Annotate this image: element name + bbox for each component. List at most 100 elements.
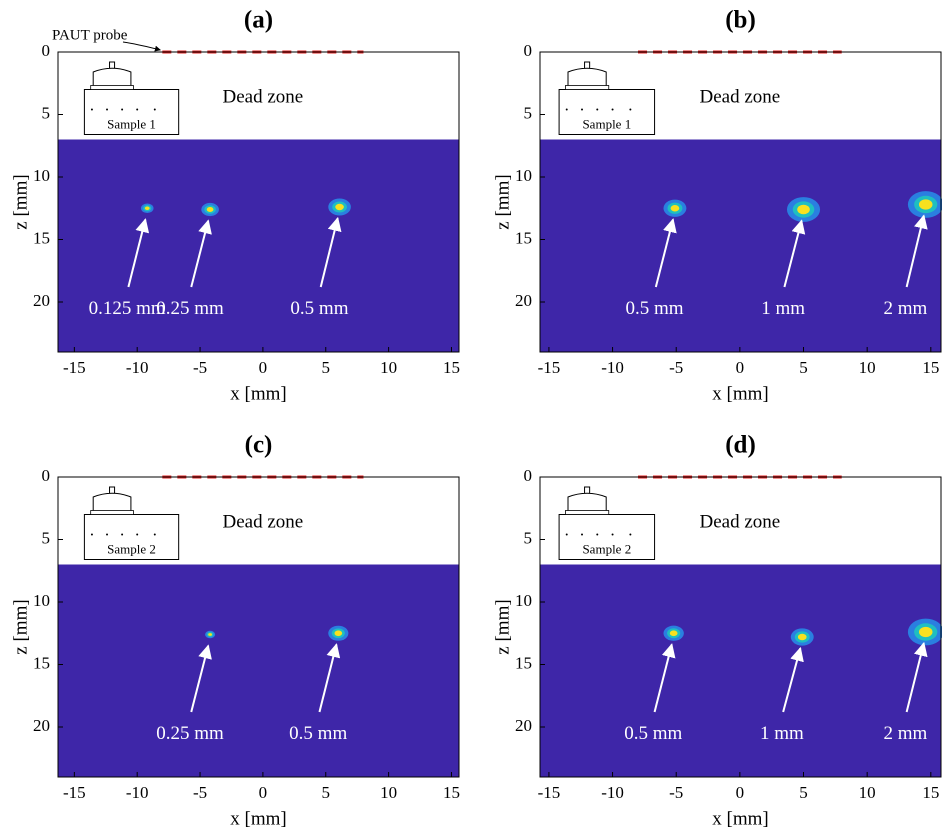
inset-hole xyxy=(566,534,568,536)
panel-title: (c) xyxy=(245,432,273,459)
y-tick-label: 10 xyxy=(515,166,532,185)
probe-base xyxy=(91,86,134,90)
defect-label: 0.5 mm xyxy=(290,298,348,319)
x-tick-label: 5 xyxy=(799,358,808,377)
x-tick-label: 0 xyxy=(259,783,268,802)
inset-hole xyxy=(629,109,631,111)
x-tick-label: 10 xyxy=(380,358,397,377)
probe-base xyxy=(565,511,608,515)
y-tick-label: 0 xyxy=(42,41,51,60)
defect-level xyxy=(797,205,810,214)
dead-zone-label: Dead zone xyxy=(700,512,781,533)
x-axis-label: x [mm] xyxy=(230,808,286,829)
x-tick-label: -5 xyxy=(669,358,683,377)
inset-hole xyxy=(581,534,583,536)
panel-title: (b) xyxy=(725,7,756,34)
inset-label: Sample 1 xyxy=(107,117,156,132)
defect-label: 2 mm xyxy=(883,298,927,319)
defect xyxy=(663,626,683,641)
y-axis-label: z [mm] xyxy=(492,174,513,229)
x-tick-label: -15 xyxy=(538,358,561,377)
y-tick-label: 5 xyxy=(42,528,51,547)
field xyxy=(540,565,941,778)
defect xyxy=(141,204,154,213)
inset-hole xyxy=(154,534,156,536)
defect xyxy=(791,628,814,645)
field xyxy=(58,565,459,778)
x-tick-label: -5 xyxy=(193,358,207,377)
x-axis-label: x [mm] xyxy=(230,383,286,404)
y-tick-label: 15 xyxy=(33,653,50,672)
x-tick-label: 10 xyxy=(380,783,397,802)
defect-label: 1 mm xyxy=(760,723,804,744)
y-tick-label: 5 xyxy=(524,103,533,122)
defect-label: 0.5 mm xyxy=(289,723,347,744)
x-tick-label: -10 xyxy=(601,783,624,802)
y-tick-label: 0 xyxy=(524,466,533,485)
y-axis-label: z [mm] xyxy=(10,174,31,229)
y-tick-label: 20 xyxy=(33,716,50,735)
defect-label: 1 mm xyxy=(761,298,805,319)
x-tick-label: 10 xyxy=(859,358,876,377)
defect-level xyxy=(335,630,343,636)
inset-hole xyxy=(154,109,156,111)
y-tick-label: 15 xyxy=(33,228,50,247)
annotation-arrow xyxy=(123,42,160,50)
x-tick-label: 5 xyxy=(799,783,808,802)
y-tick-label: 20 xyxy=(33,291,50,310)
y-tick-label: 10 xyxy=(515,591,532,610)
inset-label: Sample 2 xyxy=(107,542,156,557)
y-tick-label: 10 xyxy=(33,166,50,185)
probe-base xyxy=(565,86,608,90)
y-axis-label: z [mm] xyxy=(10,599,31,654)
x-tick-label: -5 xyxy=(669,783,683,802)
defect xyxy=(908,191,942,218)
y-tick-label: 15 xyxy=(515,653,532,672)
x-tick-label: 15 xyxy=(922,358,939,377)
inset-hole xyxy=(136,534,138,536)
x-axis-label: x [mm] xyxy=(712,383,768,404)
y-tick-label: 20 xyxy=(515,716,532,735)
defect-label: 0.5 mm xyxy=(624,723,682,744)
defect-label: 0.125 mm xyxy=(89,298,166,319)
y-tick-label: 0 xyxy=(42,466,51,485)
y-tick-label: 5 xyxy=(524,528,533,547)
panel: Dead zoneSample 20.5 mm1 mm2 mm-15-10-50… xyxy=(492,432,942,830)
x-tick-label: -15 xyxy=(538,783,561,802)
x-tick-label: -5 xyxy=(193,783,207,802)
x-tick-label: -15 xyxy=(63,783,86,802)
defect-level xyxy=(207,207,214,212)
x-tick-label: 15 xyxy=(443,783,460,802)
defect-level xyxy=(671,205,680,212)
inset-hole xyxy=(91,534,93,536)
x-tick-label: -15 xyxy=(63,358,86,377)
inset-hole xyxy=(121,109,123,111)
defect xyxy=(908,619,942,646)
defect-label: 2 mm xyxy=(883,723,927,744)
inset-hole xyxy=(106,109,108,111)
probe-base xyxy=(91,511,134,515)
defect-level xyxy=(919,199,933,209)
inset-hole xyxy=(612,534,614,536)
field xyxy=(540,140,941,353)
x-tick-label: 10 xyxy=(859,783,876,802)
defect xyxy=(205,631,215,639)
defect xyxy=(787,197,820,222)
y-tick-label: 10 xyxy=(33,591,50,610)
inset-hole xyxy=(121,534,123,536)
defect xyxy=(201,203,219,216)
defect-label: 0.5 mm xyxy=(626,298,684,319)
x-tick-label: 15 xyxy=(443,358,460,377)
defect xyxy=(328,626,348,641)
inset-hole xyxy=(136,109,138,111)
x-tick-label: 5 xyxy=(322,358,331,377)
dead-zone-label: Dead zone xyxy=(223,512,304,533)
inset-hole xyxy=(566,109,568,111)
defect-level xyxy=(208,633,212,636)
panel-title: (d) xyxy=(725,432,756,459)
y-tick-label: 0 xyxy=(524,41,533,60)
inset-hole xyxy=(596,534,598,536)
defect-level xyxy=(798,634,807,641)
